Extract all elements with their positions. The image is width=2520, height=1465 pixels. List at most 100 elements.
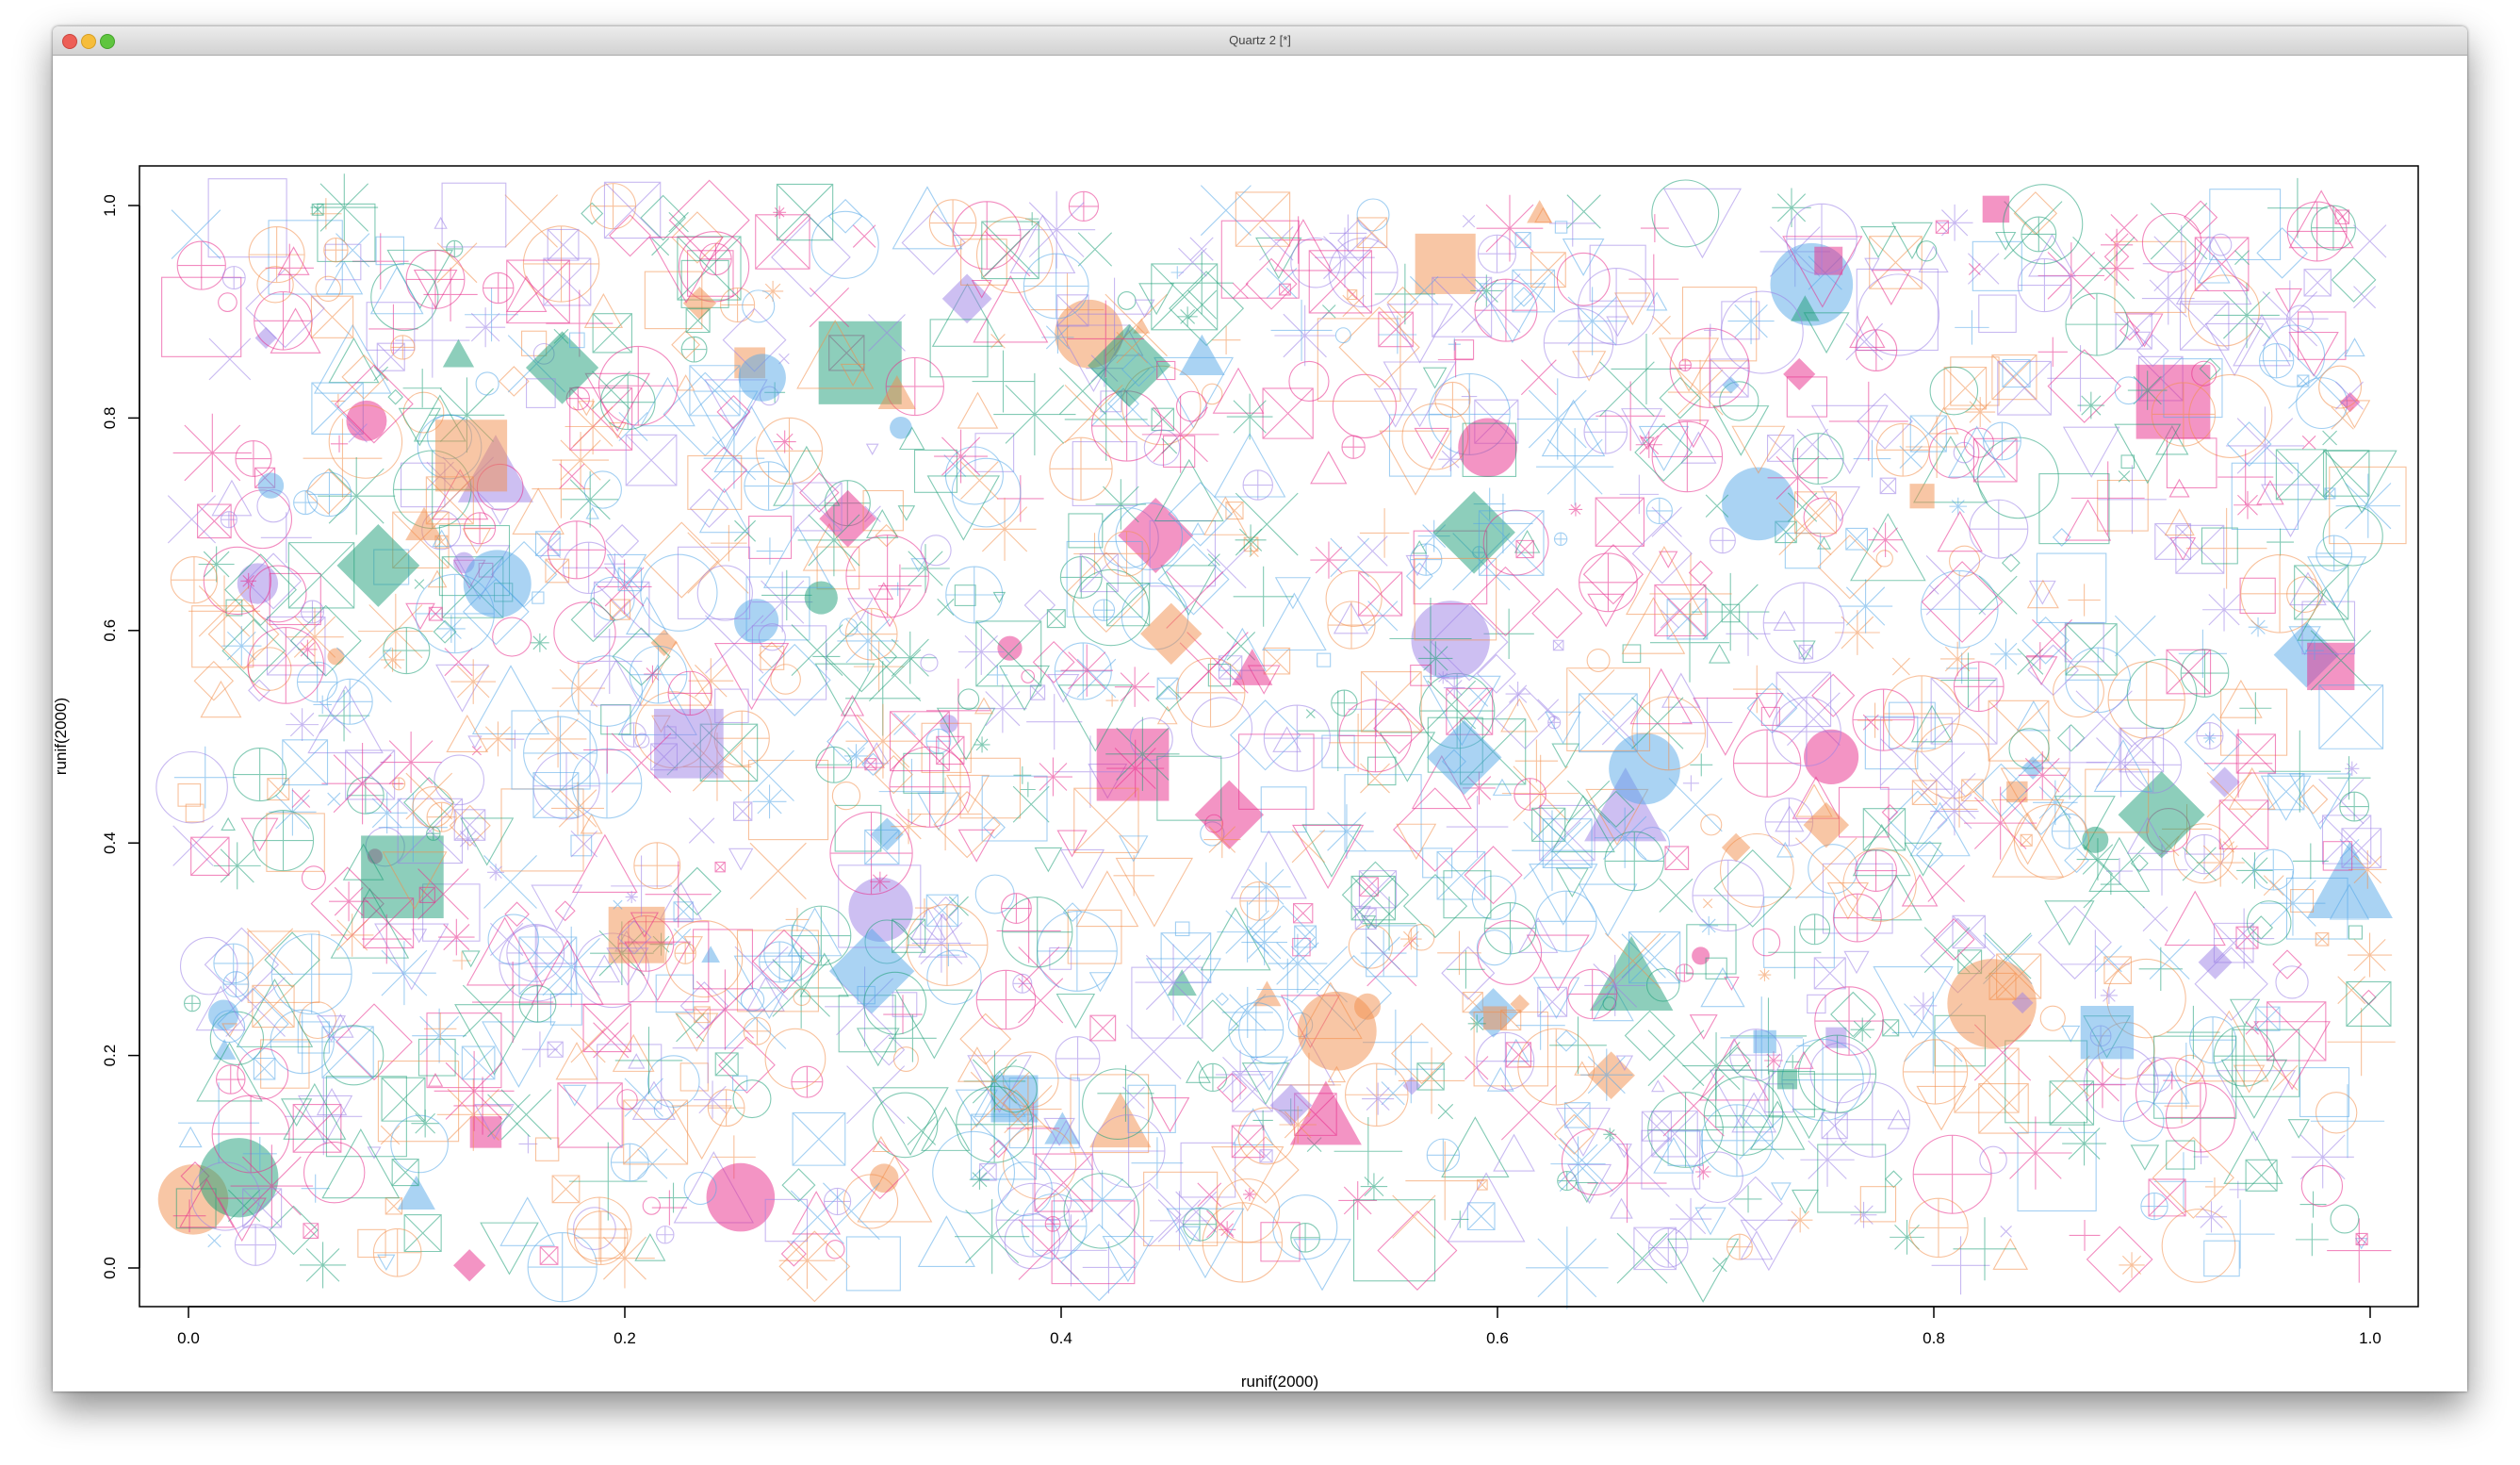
data-point	[235, 440, 272, 477]
data-point	[989, 1140, 1008, 1159]
data-point	[1964, 786, 2037, 860]
data-point	[1930, 786, 1979, 836]
data-point	[1396, 823, 1437, 861]
data-point	[249, 565, 307, 623]
y-tick-label: 0.4	[101, 831, 119, 854]
data-point	[366, 792, 408, 834]
data-point	[1927, 864, 1965, 902]
x-tick-label: 0.6	[1486, 1329, 1509, 1347]
data-point	[372, 1227, 422, 1277]
data-point	[1185, 1060, 1211, 1083]
data-point	[1241, 919, 1288, 965]
minimize-button[interactable]	[81, 34, 96, 49]
data-point	[2189, 1016, 2236, 1064]
data-point	[417, 868, 469, 920]
data-point	[1215, 1049, 1266, 1100]
data-point	[758, 643, 831, 716]
data-point	[1816, 536, 1832, 550]
data-point	[2305, 641, 2324, 660]
data-point	[1857, 393, 1913, 450]
data-point	[713, 643, 790, 711]
data-point	[242, 1136, 277, 1171]
data-point	[453, 1077, 512, 1135]
data-point	[2166, 649, 2212, 695]
data-point	[287, 542, 355, 609]
data-point	[1992, 1238, 2029, 1270]
data-point	[1206, 1210, 1235, 1239]
data-point	[845, 1236, 901, 1292]
data-point	[345, 749, 396, 800]
data-point	[1845, 527, 1869, 551]
data-point	[2327, 1218, 2392, 1283]
data-point	[2038, 473, 2110, 545]
data-point	[1476, 930, 1513, 966]
data-point	[1291, 829, 1326, 864]
data-point	[671, 330, 700, 360]
data-point	[2297, 374, 2310, 387]
data-point	[1645, 291, 1668, 311]
data-point	[643, 521, 720, 599]
title-bar[interactable]: Quartz 2 [*]	[53, 26, 2467, 56]
zoom-button[interactable]	[100, 34, 115, 49]
data-point	[260, 512, 312, 564]
data-point	[1377, 1210, 1458, 1291]
data-point	[1194, 780, 1265, 849]
data-point	[1808, 844, 1858, 895]
data-point	[296, 661, 338, 703]
data-point	[1693, 697, 1759, 756]
data-point	[1446, 796, 1509, 858]
data-point	[1447, 950, 1485, 989]
data-point	[624, 1078, 663, 1117]
data-point	[1082, 1241, 1136, 1294]
data-point	[1543, 307, 1614, 379]
data-point	[335, 1003, 413, 1081]
data-point	[300, 600, 324, 624]
data-point	[778, 1230, 851, 1303]
data-point	[883, 631, 937, 684]
data-point	[2105, 858, 2133, 885]
data-point	[1298, 981, 1363, 1040]
data-point	[1166, 1208, 1245, 1279]
data-point	[1855, 328, 1898, 372]
data-point	[1615, 1144, 1632, 1159]
data-point	[1621, 597, 1686, 654]
data-point	[1803, 497, 1843, 538]
data-point	[286, 607, 344, 667]
data-point	[1156, 677, 1179, 700]
data-point	[253, 1057, 276, 1080]
data-point	[2002, 358, 2031, 388]
data-point	[1932, 917, 1975, 961]
data-point	[668, 179, 750, 261]
data-point	[925, 728, 952, 754]
data-point	[1417, 519, 1450, 552]
data-point	[1579, 693, 1638, 753]
data-point	[2164, 890, 2226, 946]
data-point	[330, 887, 410, 959]
data-point	[1379, 732, 1436, 782]
data-point	[405, 506, 443, 541]
data-point	[1906, 416, 1969, 478]
data-point	[1712, 1257, 1727, 1273]
data-point	[701, 946, 720, 963]
data-point	[2232, 1029, 2300, 1097]
data-point	[283, 1082, 347, 1140]
data-point	[2286, 576, 2323, 614]
data-point	[1821, 1112, 1848, 1140]
data-point	[1982, 195, 2010, 223]
data-point	[568, 1142, 647, 1221]
data-point	[1871, 874, 1923, 921]
data-point	[1666, 598, 1709, 640]
data-point	[580, 813, 603, 834]
x-tick-label: 0.4	[1050, 1329, 1072, 1347]
data-point	[1464, 846, 1523, 905]
data-point	[539, 1246, 559, 1265]
data-point	[1587, 593, 1626, 628]
data-point	[694, 1006, 711, 1024]
data-point	[1434, 381, 1471, 419]
data-point	[1259, 226, 1294, 261]
data-point	[2085, 768, 2150, 833]
close-button[interactable]	[62, 34, 77, 49]
data-point	[909, 907, 946, 940]
data-point	[1786, 376, 1828, 418]
data-point	[215, 1064, 246, 1095]
